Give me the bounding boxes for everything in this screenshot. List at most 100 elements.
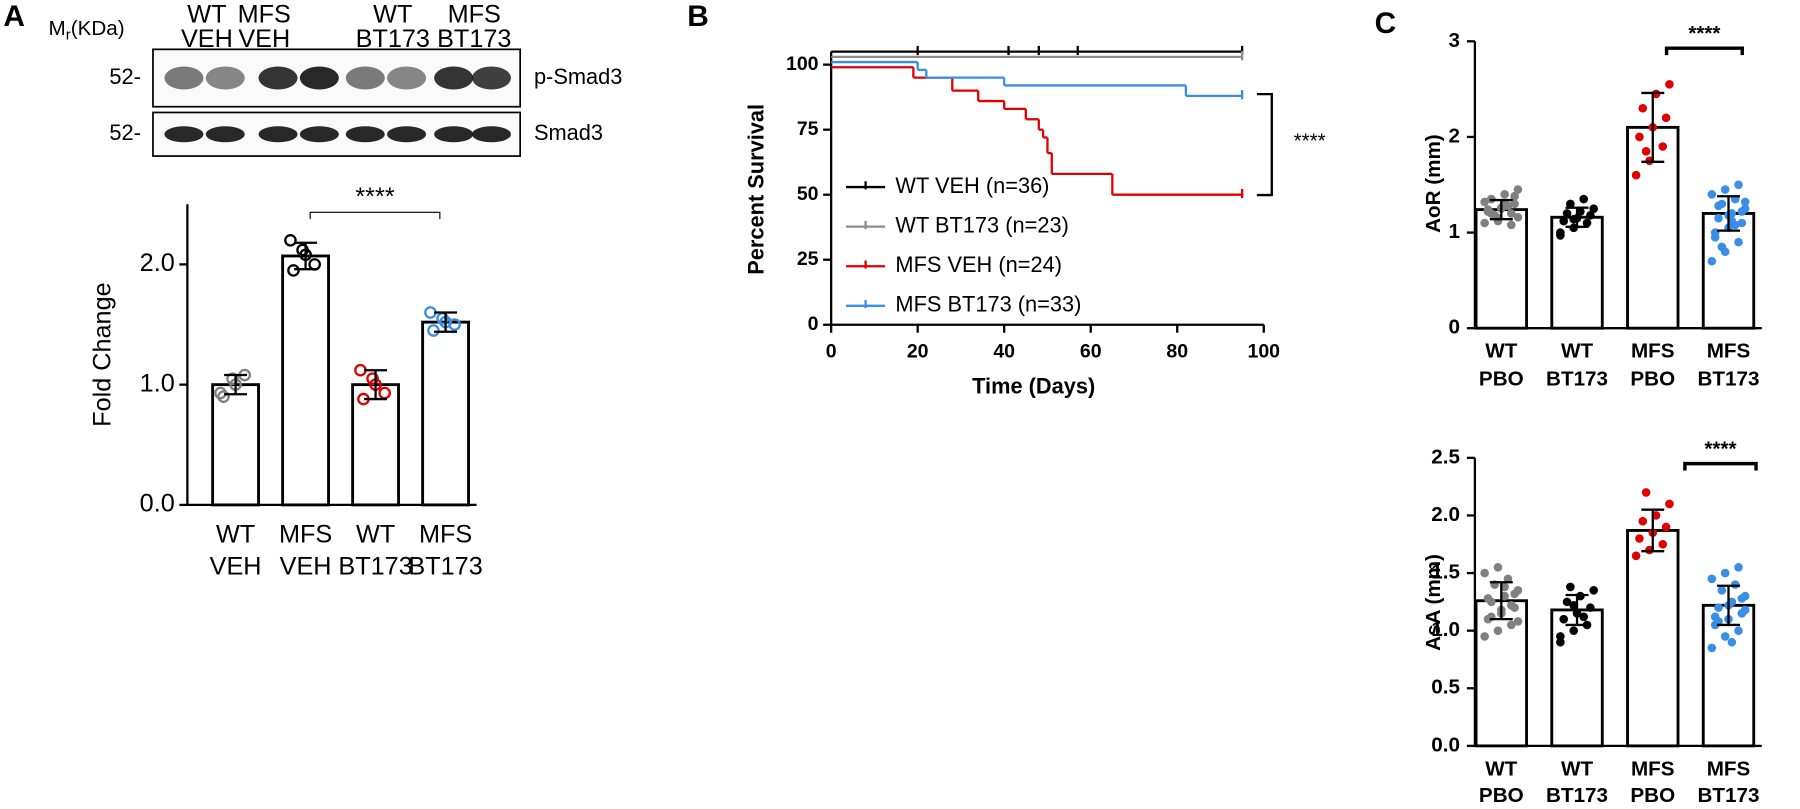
significance-bracket	[1256, 92, 1273, 197]
bar	[421, 320, 470, 507]
panel-label: B	[687, 0, 709, 33]
data-point	[1483, 594, 1493, 603]
data-point	[1720, 185, 1730, 194]
x-tick-label: WT	[1561, 757, 1593, 780]
legend-label: MFS BT173 (n=33)	[895, 292, 1081, 317]
blot-band	[258, 126, 298, 143]
data-point	[1556, 231, 1565, 240]
mr-label-part: (KDa)	[71, 17, 125, 40]
bar	[1626, 125, 1680, 330]
y-tick-label: 2.0	[1431, 503, 1460, 526]
data-point	[1480, 632, 1489, 641]
blot-label: p-Smad3	[534, 64, 622, 89]
x-tick-label: MFS	[1707, 757, 1751, 780]
blot-band	[205, 66, 245, 90]
blot-band	[387, 126, 427, 143]
data-point	[1506, 620, 1516, 630]
y-tick-label: 50	[797, 183, 819, 205]
blot-band	[299, 66, 339, 90]
data-point	[1714, 201, 1723, 211]
data-point	[1559, 614, 1569, 624]
data-point	[1493, 626, 1503, 635]
data-point	[1665, 499, 1674, 509]
blot-band	[164, 126, 204, 143]
data-point	[1707, 643, 1717, 653]
data-point	[1493, 563, 1503, 572]
x-tick-label: 60	[1080, 340, 1102, 362]
y-tick-label: 1.0	[1431, 618, 1460, 641]
y-tick-label: 75	[797, 118, 819, 140]
data-point	[1635, 132, 1644, 142]
data-point	[1641, 488, 1651, 497]
blot-band	[434, 66, 474, 90]
bar	[351, 383, 400, 507]
mr-label-part: M	[49, 17, 66, 40]
blot-band	[387, 66, 427, 90]
x-tick-label: BT173	[1698, 367, 1760, 390]
bar	[1626, 529, 1680, 748]
data-point	[1665, 80, 1674, 89]
data-point	[427, 324, 440, 337]
x-tick-label: PBO	[1479, 784, 1524, 807]
data-point	[1720, 568, 1730, 578]
data-point	[1559, 216, 1569, 226]
legend-label: WT BT173 (n=23)	[895, 212, 1068, 237]
data-point	[1740, 197, 1750, 207]
x-tick-label: 40	[993, 340, 1015, 362]
data-point	[366, 372, 379, 385]
data-point	[1506, 220, 1516, 230]
significance-bracket	[309, 211, 441, 220]
data-point	[226, 372, 239, 385]
x-tick-label: WT	[356, 521, 395, 549]
blot-band	[164, 66, 204, 90]
data-point	[1737, 594, 1747, 603]
data-point	[1638, 103, 1648, 113]
data-point	[1566, 582, 1575, 592]
significance-bracket	[1664, 46, 1744, 56]
data-point	[1480, 218, 1489, 228]
blot-band	[345, 126, 385, 143]
x-tick-label: 0	[826, 340, 837, 362]
data-point	[1579, 194, 1589, 204]
legend-label: MFS VEH (n=24)	[895, 252, 1062, 277]
data-point	[1661, 522, 1671, 532]
data-point	[1720, 632, 1730, 641]
x-tick-label: PBO	[1630, 367, 1675, 390]
data-point	[1556, 632, 1565, 641]
significance-bracket	[1683, 461, 1758, 471]
lane-label: BT173	[356, 25, 430, 53]
blot-band	[434, 126, 474, 143]
bar	[211, 383, 260, 507]
y-tick-label: 2	[1449, 124, 1460, 147]
blot-band	[299, 126, 339, 143]
data-point	[1661, 113, 1671, 123]
data-point	[1658, 142, 1668, 151]
blot-band	[205, 126, 245, 143]
lane-label: VEH	[238, 25, 290, 53]
y-tick-label: 0.0	[1431, 733, 1460, 756]
data-point	[1586, 603, 1595, 612]
data-point	[1734, 563, 1743, 572]
data-point	[1710, 233, 1720, 242]
x-axis-label: Time (Days)	[972, 374, 1095, 399]
blot-marker: 52-	[109, 64, 141, 89]
y-tick-label: 0	[1449, 316, 1460, 339]
y-tick-label: 1	[1449, 220, 1460, 243]
data-point	[1562, 209, 1572, 218]
y-tick-label: 1.0	[140, 369, 175, 397]
y-tick-label: 2.0	[140, 249, 175, 277]
mr-label: Mr(KDa)	[49, 17, 125, 43]
x-tick-label: MFS	[1631, 340, 1675, 363]
bar	[281, 254, 330, 507]
data-point	[287, 264, 300, 277]
y-axis-label: AsA (mm)	[1422, 554, 1445, 651]
data-point	[1486, 209, 1496, 218]
data-point	[1500, 190, 1509, 199]
data-point	[1727, 637, 1737, 647]
data-point	[1717, 242, 1727, 252]
x-tick-label: PBO	[1630, 784, 1675, 807]
lane-label: VEH	[181, 25, 233, 53]
lane-label: WT	[187, 1, 226, 29]
data-point	[1569, 626, 1579, 635]
